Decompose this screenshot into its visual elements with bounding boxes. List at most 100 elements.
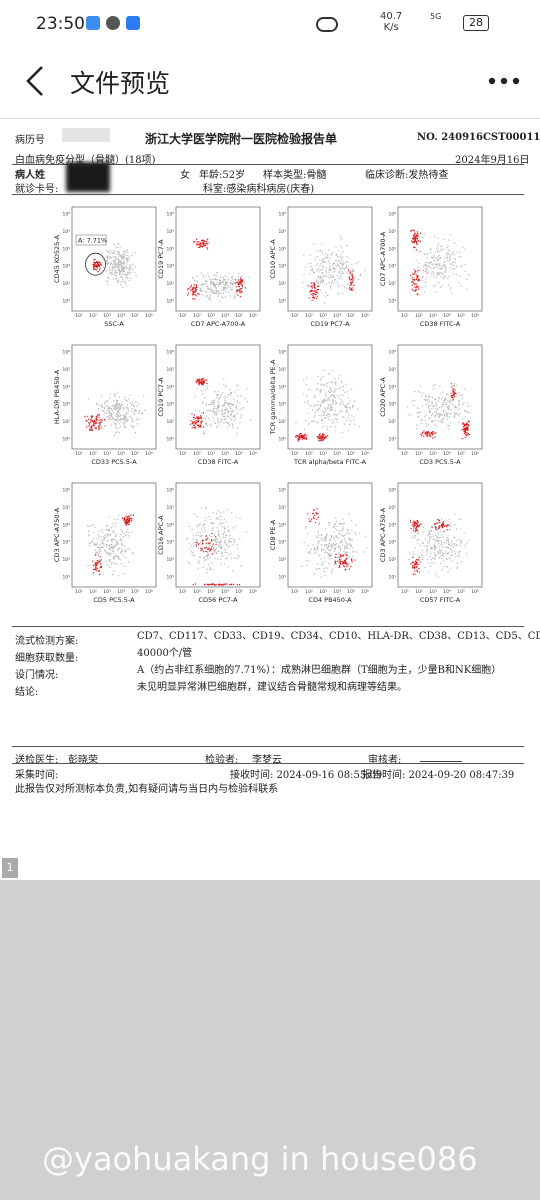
x-tick-label: 10⁵ bbox=[347, 589, 355, 595]
results: 流式检测方案: CD7、CD117、CD33、CD19、CD34、CD10、HLA… bbox=[15, 631, 540, 700]
flow-plot: CD19 PC7-A CD38 FITC-A 10¹ 10¹ 10² 10² 10³ 10³ 1… bbox=[157, 344, 261, 466]
speed-unit: K/s bbox=[383, 22, 399, 33]
y-axis-label: CD3 APC-A750-A bbox=[379, 507, 387, 562]
flow-plot: CD7 APC-A700-A CD38 FITC-A 10¹ 10¹ 10² 10² 10³… bbox=[379, 206, 483, 328]
y-tick-label: 10² bbox=[388, 419, 396, 425]
flow-plot: TCR gamma/delta PE-A TCR alpha/beta FITC-… bbox=[269, 344, 373, 466]
flow-plot: CD19 PC7-A CD7 APC-A700-A 10¹ 10¹ 10² 10² 10³ 1… bbox=[157, 206, 261, 328]
record-label: 病历号 bbox=[15, 135, 45, 146]
rule bbox=[12, 746, 524, 747]
y-axis-label: CD20 APC-A bbox=[379, 377, 387, 417]
x-axis-label: CD19 PC7-A bbox=[310, 320, 350, 328]
x-tick-label: 10² bbox=[193, 451, 201, 457]
clock: 23:50 bbox=[36, 14, 85, 34]
y-tick-label: 10¹ bbox=[62, 436, 70, 442]
report-time: 报告时间: 2024-09-20 08:47:39 bbox=[362, 770, 515, 781]
x-tick-label: 10¹ bbox=[401, 313, 409, 319]
collect-label: 采集时间: bbox=[15, 770, 59, 781]
x-tick-label: 10³ bbox=[429, 451, 437, 457]
x-axis-label: CD3 PC5.5-A bbox=[419, 458, 461, 466]
rule bbox=[12, 626, 524, 627]
y-tick-label: 10³ bbox=[62, 264, 70, 270]
x-tick-label: 10² bbox=[415, 589, 423, 595]
y-tick-label: 10³ bbox=[62, 540, 70, 546]
result-row: 细胞获取数量: 40000个/管 bbox=[15, 648, 525, 664]
result-value: 40000个/管 bbox=[137, 648, 193, 659]
x-tick-label: 10⁴ bbox=[221, 451, 229, 457]
y-tick-label: 10⁵ bbox=[166, 229, 174, 235]
y-tick-label: 10¹ bbox=[62, 574, 70, 580]
x-axis-label: TCR alpha/beta FITC-A bbox=[293, 458, 367, 466]
y-tick-label: 10² bbox=[166, 557, 174, 563]
y-tick-label: 10⁴ bbox=[388, 384, 396, 390]
card-label: 就诊卡号: bbox=[15, 184, 59, 195]
speed: 40.7 bbox=[380, 11, 403, 22]
plot-frame bbox=[71, 482, 157, 588]
plot-frame bbox=[287, 482, 373, 588]
x-tick-label: 10⁴ bbox=[443, 589, 451, 595]
more-button[interactable] bbox=[488, 76, 520, 86]
flow-plot: CD3 APC-A750-A CD57 FITC-A 10¹ 10¹ 10² 10² 10³… bbox=[379, 482, 483, 604]
plot-frame bbox=[397, 344, 483, 450]
gray-events bbox=[88, 391, 146, 437]
result-label: 结论: bbox=[15, 687, 39, 698]
x-axis-label: CD38 FITC-A bbox=[198, 458, 239, 466]
x-tick-label: 10⁵ bbox=[457, 451, 465, 457]
y-tick-label: 10⁶ bbox=[62, 212, 70, 218]
x-tick-label: 10² bbox=[89, 313, 97, 319]
x-tick-label: 10¹ bbox=[291, 313, 299, 319]
y-axis-label: CD19 PC7-A bbox=[157, 239, 165, 279]
y-tick-label: 10⁶ bbox=[278, 212, 286, 218]
red-events bbox=[295, 433, 329, 442]
report-title: 浙江大学医学院附一医院检验报告单 bbox=[145, 132, 338, 146]
y-tick-label: 10⁶ bbox=[278, 488, 286, 494]
x-tick-label: 10² bbox=[89, 589, 97, 595]
x-axis-label: CD7 APC-A700-A bbox=[191, 320, 246, 328]
x-tick-label: 10⁵ bbox=[131, 589, 139, 595]
y-tick-label: 10¹ bbox=[166, 298, 174, 304]
gray-events bbox=[295, 369, 360, 433]
y-tick-label: 10¹ bbox=[166, 436, 174, 442]
flow-plot: CD10 APC-A CD19 PC7-A 10¹ 10¹ 10² 10² 10³ 10³ 10… bbox=[269, 206, 373, 328]
x-tick-label: 10⁶ bbox=[471, 589, 479, 595]
y-tick-label: 10¹ bbox=[278, 574, 286, 580]
plot-frame bbox=[71, 344, 157, 450]
x-tick-label: 10¹ bbox=[75, 313, 83, 319]
x-tick-label: 10⁶ bbox=[145, 589, 153, 595]
reviewer-label: 审核者: bbox=[368, 755, 402, 766]
y-tick-label: 10⁵ bbox=[62, 505, 70, 511]
x-tick-label: 10² bbox=[305, 589, 313, 595]
x-tick-label: 10² bbox=[415, 451, 423, 457]
red-events bbox=[307, 269, 355, 301]
x-tick-label: 10⁵ bbox=[457, 313, 465, 319]
x-tick-label: 10⁶ bbox=[361, 451, 369, 457]
y-tick-label: 10⁵ bbox=[388, 367, 396, 373]
x-tick-label: 10³ bbox=[103, 451, 111, 457]
x-tick-label: 10² bbox=[415, 313, 423, 319]
x-tick-label: 10⁴ bbox=[221, 589, 229, 595]
app-title: 文件预览 bbox=[70, 69, 171, 98]
receive-time: 接收时间: 2024-09-16 08:55:09 bbox=[230, 770, 383, 781]
x-tick-label: 10⁴ bbox=[333, 313, 341, 319]
y-tick-label: 10² bbox=[278, 419, 286, 425]
plot-grid: CD45 KO525-A SSC-A 10¹ 10¹ 10² 10² 10³ 10³ 10⁴ 10… bbox=[53, 206, 483, 604]
y-tick-label: 10² bbox=[62, 419, 70, 425]
gray-events bbox=[100, 241, 137, 288]
y-tick-label: 10⁴ bbox=[62, 246, 70, 252]
sex: 女 bbox=[180, 170, 190, 181]
x-tick-label: 10³ bbox=[319, 313, 327, 319]
gate-label-box bbox=[75, 234, 107, 246]
y-tick-label: 10² bbox=[166, 281, 174, 287]
red-events bbox=[420, 383, 470, 440]
viewer-background bbox=[0, 880, 540, 1200]
x-axis-label: CD57 FITC-A bbox=[420, 596, 461, 604]
y-tick-label: 10² bbox=[278, 281, 286, 287]
y-tick-label: 10³ bbox=[388, 540, 396, 546]
y-axis-label: CD10 APC-A bbox=[269, 239, 277, 279]
red-events bbox=[84, 414, 106, 432]
y-tick-label: 10⁶ bbox=[62, 350, 70, 356]
age: 年龄:52岁 bbox=[199, 170, 246, 181]
back-button[interactable] bbox=[22, 64, 48, 98]
y-axis-label: CD8 PE-A bbox=[269, 519, 277, 550]
